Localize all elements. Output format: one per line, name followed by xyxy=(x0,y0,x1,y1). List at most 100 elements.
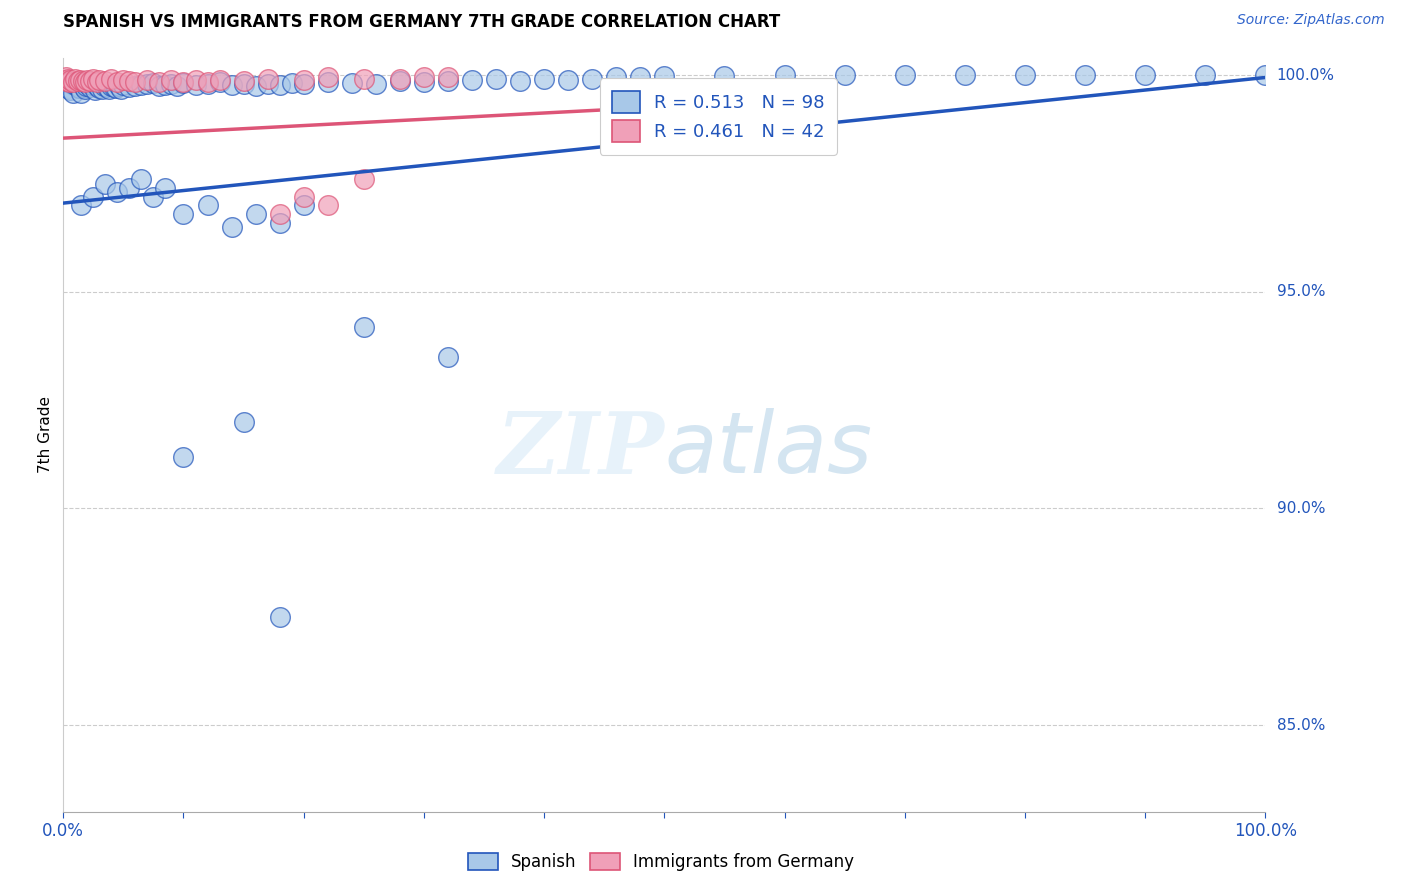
Point xyxy=(256,71,278,86)
Point xyxy=(280,76,302,90)
Point xyxy=(605,70,627,85)
Point xyxy=(533,71,555,86)
Point xyxy=(56,71,79,86)
Point xyxy=(62,86,84,100)
Point xyxy=(509,73,531,87)
Point xyxy=(142,189,165,203)
Point xyxy=(437,350,460,364)
Point xyxy=(75,79,97,94)
Point xyxy=(94,73,117,87)
Point xyxy=(142,76,165,90)
Point xyxy=(67,81,90,95)
Point xyxy=(773,68,796,82)
Point xyxy=(316,70,339,85)
Point xyxy=(65,71,87,86)
Point xyxy=(112,72,135,87)
Point xyxy=(292,189,315,203)
Point xyxy=(160,77,183,91)
Text: SPANISH VS IMMIGRANTS FROM GERMANY 7TH GRADE CORRELATION CHART: SPANISH VS IMMIGRANTS FROM GERMANY 7TH G… xyxy=(63,13,780,31)
Point xyxy=(90,82,112,96)
Point xyxy=(1074,68,1097,82)
Point xyxy=(340,76,363,90)
Point xyxy=(72,78,94,92)
Text: 95.0%: 95.0% xyxy=(1277,285,1324,300)
Point xyxy=(53,72,76,87)
Point xyxy=(59,83,82,97)
Point xyxy=(232,73,254,87)
Point xyxy=(316,198,339,212)
Point xyxy=(89,81,111,95)
Point xyxy=(232,415,254,429)
Point xyxy=(118,73,141,87)
Point xyxy=(172,207,194,221)
Point xyxy=(73,75,96,89)
Point xyxy=(1194,68,1216,82)
Point xyxy=(292,198,315,212)
Point xyxy=(131,78,153,92)
Point xyxy=(292,77,315,91)
Text: Source: ZipAtlas.com: Source: ZipAtlas.com xyxy=(1237,13,1385,28)
Point xyxy=(66,73,89,87)
Point xyxy=(83,83,105,97)
Point xyxy=(96,80,118,95)
Point xyxy=(112,78,135,92)
Point xyxy=(208,72,231,87)
Point xyxy=(79,80,101,95)
Point xyxy=(148,79,170,94)
Point xyxy=(388,73,411,87)
Point xyxy=(86,75,108,89)
Point xyxy=(353,172,375,186)
Point xyxy=(105,81,128,95)
Point xyxy=(208,75,231,89)
Point xyxy=(58,73,80,87)
Point xyxy=(82,78,104,92)
Point xyxy=(53,77,76,91)
Point xyxy=(155,181,177,195)
Point xyxy=(56,75,79,89)
Text: 100.0%: 100.0% xyxy=(1277,68,1334,83)
Point xyxy=(155,78,177,92)
Point xyxy=(1254,68,1277,82)
Point xyxy=(73,80,96,95)
Point xyxy=(76,72,98,87)
Point xyxy=(82,71,104,86)
Point xyxy=(73,82,96,96)
Point xyxy=(581,71,603,86)
Point xyxy=(834,68,856,82)
Point xyxy=(124,79,146,94)
Point xyxy=(59,72,82,87)
Point xyxy=(197,75,219,89)
Point xyxy=(461,72,484,87)
Point xyxy=(172,450,194,464)
Point xyxy=(110,82,132,96)
Point xyxy=(221,219,243,234)
Point xyxy=(437,70,460,85)
Point xyxy=(56,81,79,95)
Point xyxy=(89,72,111,87)
Point xyxy=(197,198,219,212)
Point xyxy=(269,78,291,92)
Point xyxy=(131,172,153,186)
Text: 90.0%: 90.0% xyxy=(1277,501,1324,516)
Point xyxy=(100,79,122,94)
Point xyxy=(97,82,120,96)
Legend: Spanish, Immigrants from Germany: Spanish, Immigrants from Germany xyxy=(460,845,862,880)
Point xyxy=(55,79,77,94)
Point xyxy=(63,76,86,90)
Point xyxy=(70,86,93,100)
Point xyxy=(160,72,183,87)
Point xyxy=(172,76,194,90)
Point xyxy=(72,73,94,87)
Point xyxy=(56,73,79,87)
Point xyxy=(184,72,207,87)
Y-axis label: 7th Grade: 7th Grade xyxy=(38,396,53,474)
Point xyxy=(437,73,460,87)
Point xyxy=(82,189,104,203)
Point xyxy=(105,75,128,89)
Legend: R = 0.513   N = 98, R = 0.461   N = 42: R = 0.513 N = 98, R = 0.461 N = 42 xyxy=(600,78,837,155)
Point xyxy=(388,71,411,86)
Point xyxy=(269,216,291,230)
Point xyxy=(65,78,87,92)
Point xyxy=(1014,68,1036,82)
Text: 85.0%: 85.0% xyxy=(1277,717,1324,732)
